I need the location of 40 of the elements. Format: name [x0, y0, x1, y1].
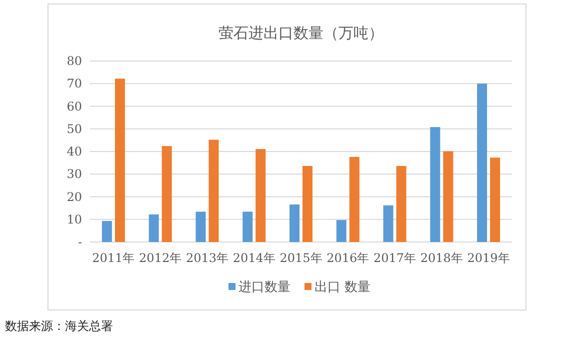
bar — [396, 166, 406, 242]
bar — [430, 127, 440, 242]
x-tick-label: 2014年 — [232, 251, 276, 265]
legend-label: 进口数量 — [238, 280, 290, 295]
bar — [114, 78, 125, 242]
x-tick-label: 2016年 — [326, 251, 370, 265]
bar — [196, 212, 206, 242]
x-tick-label: 2017年 — [374, 251, 416, 265]
bar — [477, 84, 488, 242]
x-tick-label: 2018年 — [420, 251, 463, 265]
y-tick-label: 30 — [66, 167, 82, 182]
bar — [256, 149, 266, 242]
x-tick-label: 2012年 — [139, 251, 182, 265]
bar — [383, 205, 394, 242]
bar — [443, 151, 454, 242]
bar — [162, 146, 172, 242]
bar — [290, 204, 300, 242]
x-tick-label: 2013年 — [186, 251, 228, 265]
y-tick-label: - — [78, 235, 82, 249]
y-tick-label: 50 — [66, 122, 82, 136]
x-tick-label: 2011年 — [92, 251, 135, 265]
y-tick-label: 40 — [66, 144, 82, 158]
y-tick-label: 20 — [66, 190, 82, 204]
y-tick-label: 10 — [66, 212, 82, 226]
y-tick-label: 70 — [66, 76, 82, 91]
x-tick-label: 2015年 — [280, 251, 322, 265]
bar — [242, 212, 253, 242]
bar — [208, 140, 219, 242]
legend-label: 出口 数量 — [314, 280, 371, 295]
bar — [349, 156, 360, 242]
chart-title: 萤石进出口数量（万吨） — [218, 24, 384, 42]
x-tick-label: 2019年 — [467, 251, 510, 265]
bar — [102, 220, 112, 242]
y-tick-label: 80 — [66, 54, 82, 68]
bar — [302, 166, 312, 242]
source-note: 数据来源：海关总署 — [5, 319, 113, 333]
bar — [490, 158, 500, 242]
bar — [336, 220, 346, 242]
bar — [148, 214, 159, 242]
y-tick-label: 60 — [66, 99, 82, 114]
